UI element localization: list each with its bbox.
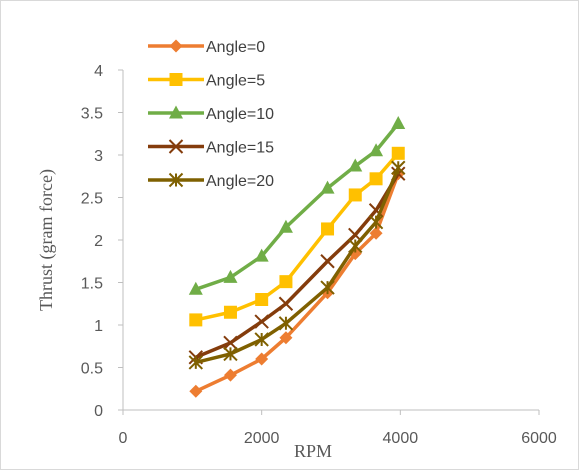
data-point (223, 368, 237, 382)
data-point (223, 335, 238, 351)
data-point (188, 355, 204, 370)
data-point (189, 313, 203, 327)
x-tick-label: 6000 (521, 430, 557, 447)
series-angle-0 (189, 167, 405, 398)
x-axis-title: RPM (294, 441, 332, 461)
legend-item: Angle=5 (148, 73, 265, 90)
data-point (254, 332, 269, 347)
series-angle-5 (189, 146, 405, 327)
data-point (279, 275, 293, 289)
y-tick-label: 2.5 (81, 191, 103, 208)
data-point (169, 105, 183, 119)
axes: 0 0.5 1 1.5 2 2.5 3 3.5 4 0 2000 4000 6000 (81, 63, 557, 447)
series-line (195, 173, 400, 393)
data-point (391, 160, 406, 175)
data-point (320, 180, 335, 194)
y-tick-label: 0.5 (81, 361, 103, 378)
data-point (369, 226, 383, 240)
legend-item: Angle=0 (148, 39, 265, 56)
y-tick-label: 3 (94, 148, 103, 165)
y-tick-label: 2 (94, 233, 103, 250)
x-tick-label: 0 (119, 430, 128, 447)
data-point (369, 172, 383, 186)
series-angle-10 (188, 116, 406, 295)
legend-item: Angle=10 (148, 105, 274, 123)
y-tick-label: 0 (94, 403, 103, 420)
data-point (278, 316, 294, 331)
series-angle-20 (188, 160, 406, 370)
data-point (223, 269, 238, 283)
y-tick-label: 1 (94, 318, 103, 335)
data-point (369, 143, 384, 157)
data-point (278, 296, 294, 311)
legend-item: Angle=20 (148, 172, 274, 190)
data-point (348, 238, 363, 254)
legend-label: Angle=15 (206, 140, 274, 157)
data-point (320, 254, 335, 269)
data-point (169, 39, 183, 53)
data-point (391, 116, 406, 130)
data-point (254, 248, 269, 262)
legend-label: Angle=5 (206, 73, 265, 90)
data-point (348, 188, 362, 202)
data-point (321, 222, 335, 236)
data-point (255, 352, 269, 366)
data-point (188, 281, 203, 295)
y-tick-label: 3.5 (81, 106, 103, 123)
data-point (279, 331, 293, 345)
data-point (223, 305, 237, 319)
y-tick-label: 4 (94, 63, 103, 80)
legend: Angle=0 Angle=5 Angle=10 Angle=15 Angle=20 (148, 39, 274, 190)
series-layer (188, 116, 406, 398)
y-axis-title: Thrust (gram force) (36, 169, 57, 311)
legend-label: Angle=20 (206, 173, 274, 190)
data-point (320, 280, 335, 295)
legend-label: Angle=0 (206, 39, 265, 56)
x-tick-label: 2000 (244, 430, 280, 447)
legend-item: Angle=15 (148, 139, 274, 157)
data-point (278, 219, 293, 233)
data-point (254, 314, 269, 329)
data-point (168, 172, 184, 188)
x-tick-label: 4000 (383, 430, 419, 447)
data-point (368, 214, 384, 230)
data-point (189, 384, 203, 398)
data-point (255, 293, 269, 306)
data-point (168, 139, 184, 154)
data-point (223, 346, 238, 362)
data-point (348, 158, 363, 172)
data-point (391, 146, 405, 160)
data-point (169, 73, 183, 86)
y-tick-label: 1.5 (81, 276, 103, 293)
legend-label: Angle=10 (206, 106, 274, 123)
